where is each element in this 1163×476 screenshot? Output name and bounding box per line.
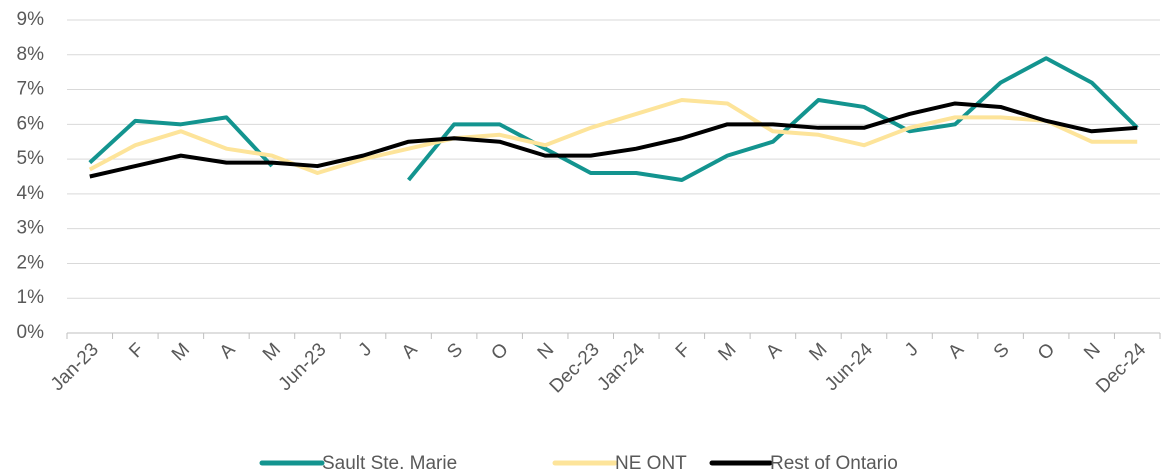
x-tick-label: A: [762, 339, 786, 363]
legend-label: Sault Ste. Marie: [322, 453, 457, 474]
x-tick-label: Jun-24: [821, 339, 877, 395]
y-tick-label: 1%: [17, 287, 45, 308]
y-tick-label: 6%: [17, 113, 45, 134]
x-tick-label: A: [216, 339, 240, 363]
x-tick-label: F: [125, 339, 148, 362]
series-line: [88, 97, 1138, 176]
y-tick-label: 0%: [17, 322, 45, 343]
x-tick-label: J: [355, 339, 377, 361]
legend-label: NE ONT: [615, 453, 687, 474]
legend-label: Rest of Ontario: [770, 453, 898, 474]
y-tick-label: 2%: [17, 252, 45, 273]
y-tick-label: 7%: [17, 79, 45, 100]
x-tick-label: Dec-24: [1092, 339, 1150, 397]
x-tick-label: M: [168, 339, 194, 365]
x-tick-label: N: [534, 339, 559, 364]
x-tick-label: O: [487, 339, 512, 364]
x-tick-label: S: [443, 339, 467, 363]
x-tick-label: Jan-24: [593, 339, 649, 395]
x-tick-label: J: [901, 339, 923, 361]
y-tick-label: 5%: [17, 148, 45, 169]
x-tick-label: Dec-23: [546, 339, 604, 397]
x-tick-label: Jan-23: [47, 339, 103, 395]
y-tick-label: 3%: [17, 218, 45, 239]
x-tick-label: Jun-23: [275, 339, 331, 395]
y-tick-label: 9%: [17, 9, 45, 30]
y-tick-label: 4%: [17, 183, 45, 204]
x-tick-label: N: [1080, 339, 1105, 364]
x-tick-label: O: [1034, 339, 1059, 364]
x-tick-label: F: [672, 339, 695, 362]
x-tick-label: M: [259, 339, 285, 365]
y-tick-label: 8%: [17, 44, 45, 65]
x-tick-label: S: [990, 339, 1014, 363]
x-tick-label: M: [714, 339, 740, 365]
x-tick-label: A: [944, 339, 968, 363]
x-tick-label: M: [805, 339, 831, 365]
series-line: [89, 101, 1138, 179]
x-tick-label: A: [398, 339, 422, 363]
